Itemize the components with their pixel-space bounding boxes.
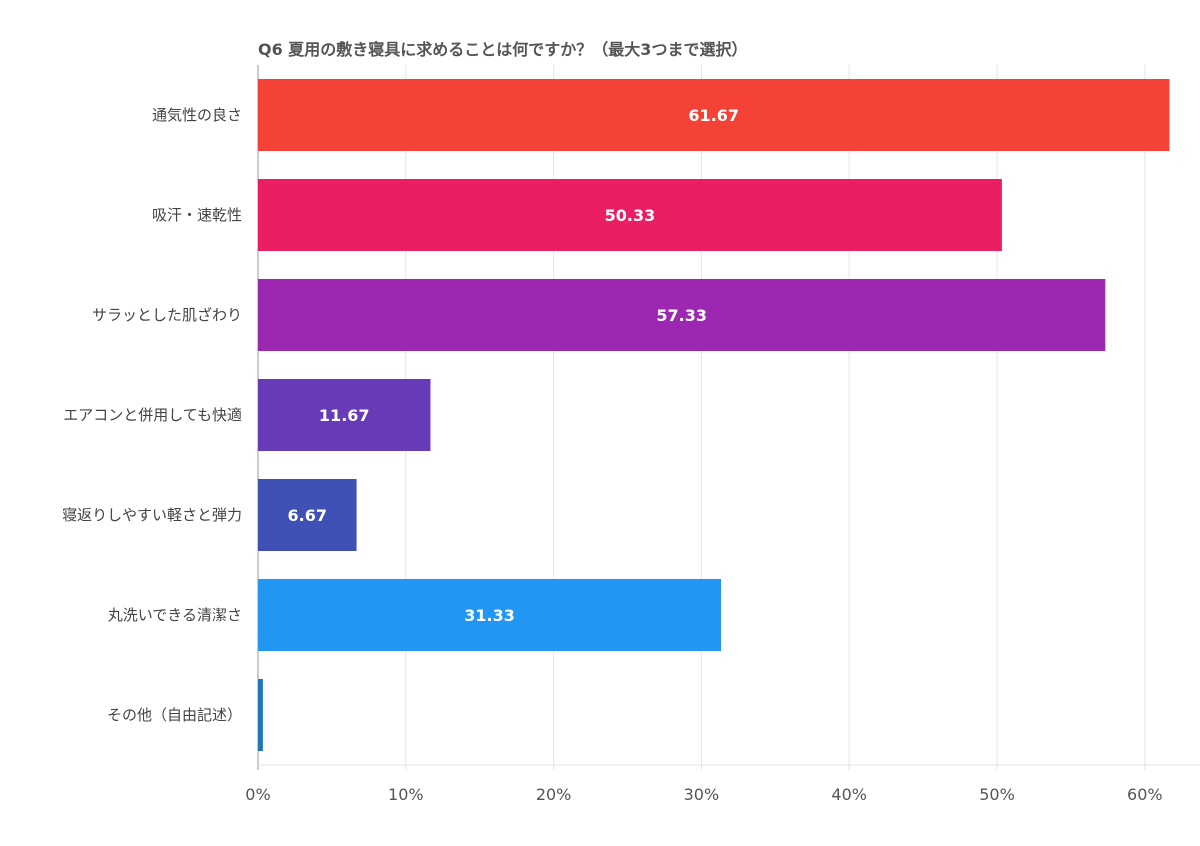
bar — [258, 79, 1170, 151]
category-label: 通気性の良さ — [152, 106, 242, 124]
bar — [258, 479, 357, 551]
x-tick-label: 60% — [1127, 785, 1163, 804]
category-label: 丸洗いできる清潔さ — [108, 606, 242, 624]
x-tick-label: 10% — [388, 785, 424, 804]
category-label: サラッとした肌ざわり — [92, 306, 242, 324]
x-tick-label: 30% — [684, 785, 720, 804]
category-label: 吸汗・速乾性 — [152, 206, 242, 224]
category-label: エアコンと併用しても快適 — [63, 406, 242, 424]
x-tick-label: 0% — [245, 785, 270, 804]
bar — [258, 279, 1106, 351]
x-tick-label: 50% — [979, 785, 1015, 804]
bar — [258, 679, 263, 751]
data-label: 57.33 — [656, 306, 707, 325]
x-tick-label: 40% — [831, 785, 867, 804]
data-label: 31.33 — [464, 606, 515, 625]
data-label: 6.67 — [288, 506, 327, 525]
data-label: 11.67 — [319, 406, 370, 425]
bar — [258, 179, 1002, 251]
category-label: その他（自由記述） — [107, 706, 242, 724]
x-tick-label: 20% — [536, 785, 572, 804]
category-label: 寝返りしやすい軽さと弾力 — [62, 506, 242, 524]
chart-title: Q6 夏用の敷き寝具に求めることは何ですか？（最大3つまで選択） — [258, 40, 748, 59]
bar — [258, 379, 431, 451]
bar — [258, 579, 722, 651]
data-label: 50.33 — [605, 206, 656, 225]
data-label: 61.67 — [688, 106, 739, 125]
